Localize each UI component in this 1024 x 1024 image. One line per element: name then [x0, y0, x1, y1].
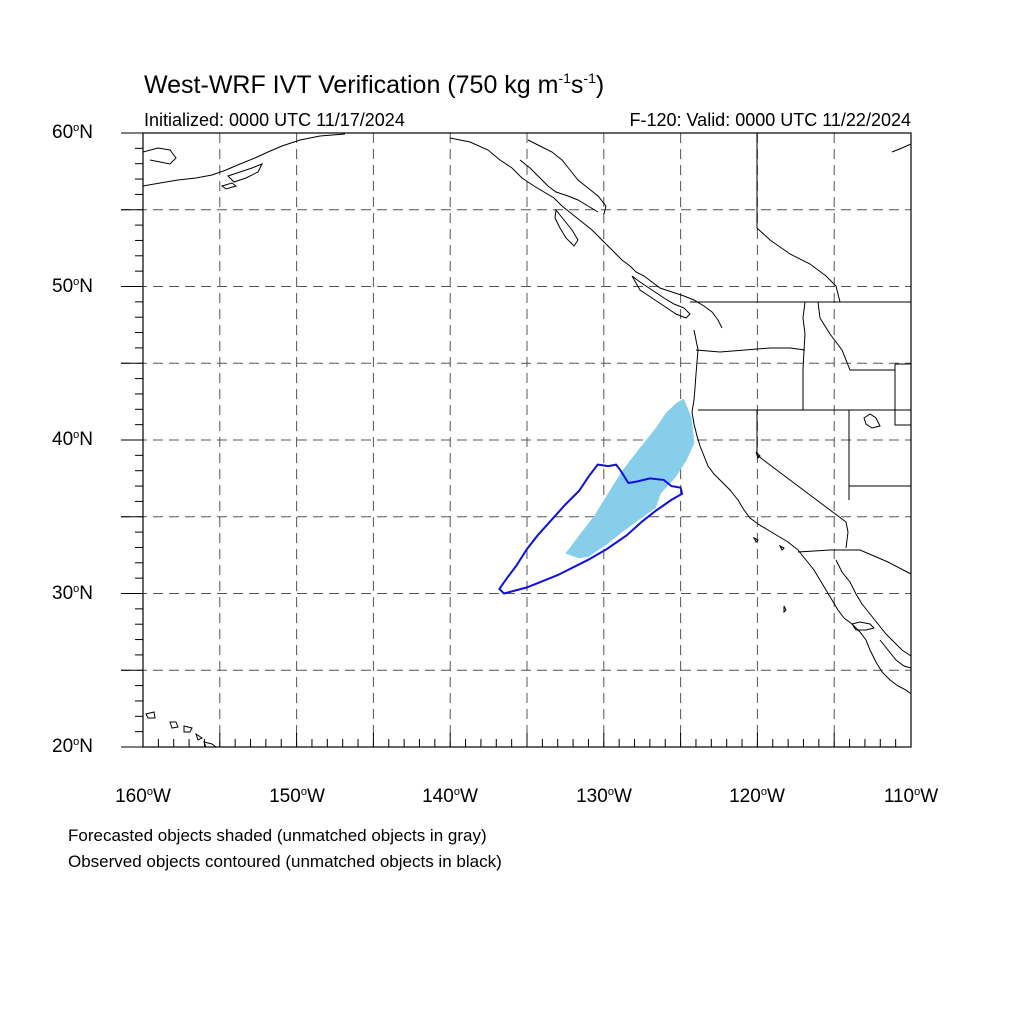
latitude-label: 20oN [52, 736, 93, 757]
initialized-time: Initialized: 0000 UTC 11/17/2024 [144, 110, 405, 130]
latitude-label: 30oN [52, 583, 93, 604]
longitude-label: 160oW [115, 786, 171, 807]
longitude-label: 120oW [729, 786, 785, 807]
longitude-label: 110oW [883, 786, 939, 807]
forecast-ivt-object [565, 398, 695, 559]
longitude-label: 130oW [576, 786, 632, 807]
observed-legend-note: Observed objects contoured (unmatched ob… [68, 852, 502, 871]
coastline [143, 133, 911, 747]
valid-time: F-120: Valid: 0000 UTC 11/22/2024 [629, 110, 911, 130]
longitude-label: 140oW [422, 786, 478, 807]
map-title: West-WRF IVT Verification (750 kg m-1s-1… [144, 70, 605, 99]
axis-ticks [121, 132, 912, 748]
graticule [121, 133, 911, 747]
longitude-label: 150oW [269, 786, 325, 807]
observed-ivt-contour [498, 463, 684, 595]
forecast-legend-note: Forecasted objects shaded (unmatched obj… [68, 826, 487, 845]
political-borders [527, 133, 911, 575]
latitude-label: 40oN [52, 429, 93, 450]
latitude-label: 50oN [52, 276, 93, 297]
latitude-label: 60oN [52, 122, 93, 143]
